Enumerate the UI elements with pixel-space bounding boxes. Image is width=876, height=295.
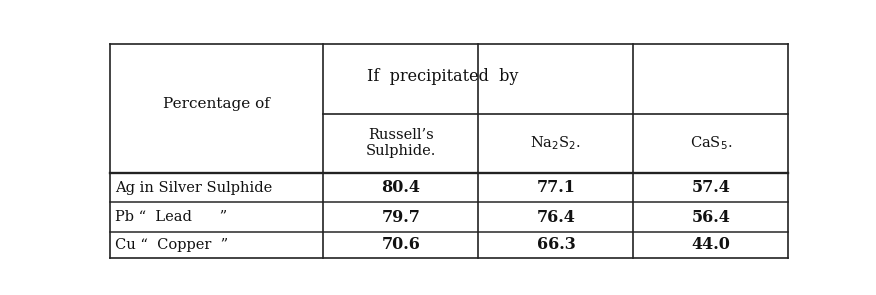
Text: Percentage of: Percentage of bbox=[163, 97, 270, 111]
Text: 57.4: 57.4 bbox=[691, 179, 731, 196]
Text: 66.3: 66.3 bbox=[536, 237, 576, 253]
Text: Na$_2$S$_2$.: Na$_2$S$_2$. bbox=[530, 135, 582, 152]
Text: CaS$_5$.: CaS$_5$. bbox=[689, 135, 732, 152]
Text: Cu “  Copper  ”: Cu “ Copper ” bbox=[115, 238, 228, 252]
Text: 79.7: 79.7 bbox=[381, 209, 420, 226]
Text: 77.1: 77.1 bbox=[536, 179, 576, 196]
Text: 44.0: 44.0 bbox=[691, 237, 731, 253]
Text: 76.4: 76.4 bbox=[536, 209, 576, 226]
Text: Pb “  Lead      ”: Pb “ Lead ” bbox=[115, 210, 227, 224]
Text: Ag in Silver Sulphide: Ag in Silver Sulphide bbox=[115, 181, 272, 195]
Text: If  precipitated  by: If precipitated by bbox=[367, 68, 519, 85]
Text: 56.4: 56.4 bbox=[691, 209, 731, 226]
Text: 80.4: 80.4 bbox=[381, 179, 420, 196]
Text: Russell’s
Sulphide.: Russell’s Sulphide. bbox=[365, 128, 436, 158]
Text: 70.6: 70.6 bbox=[381, 237, 420, 253]
